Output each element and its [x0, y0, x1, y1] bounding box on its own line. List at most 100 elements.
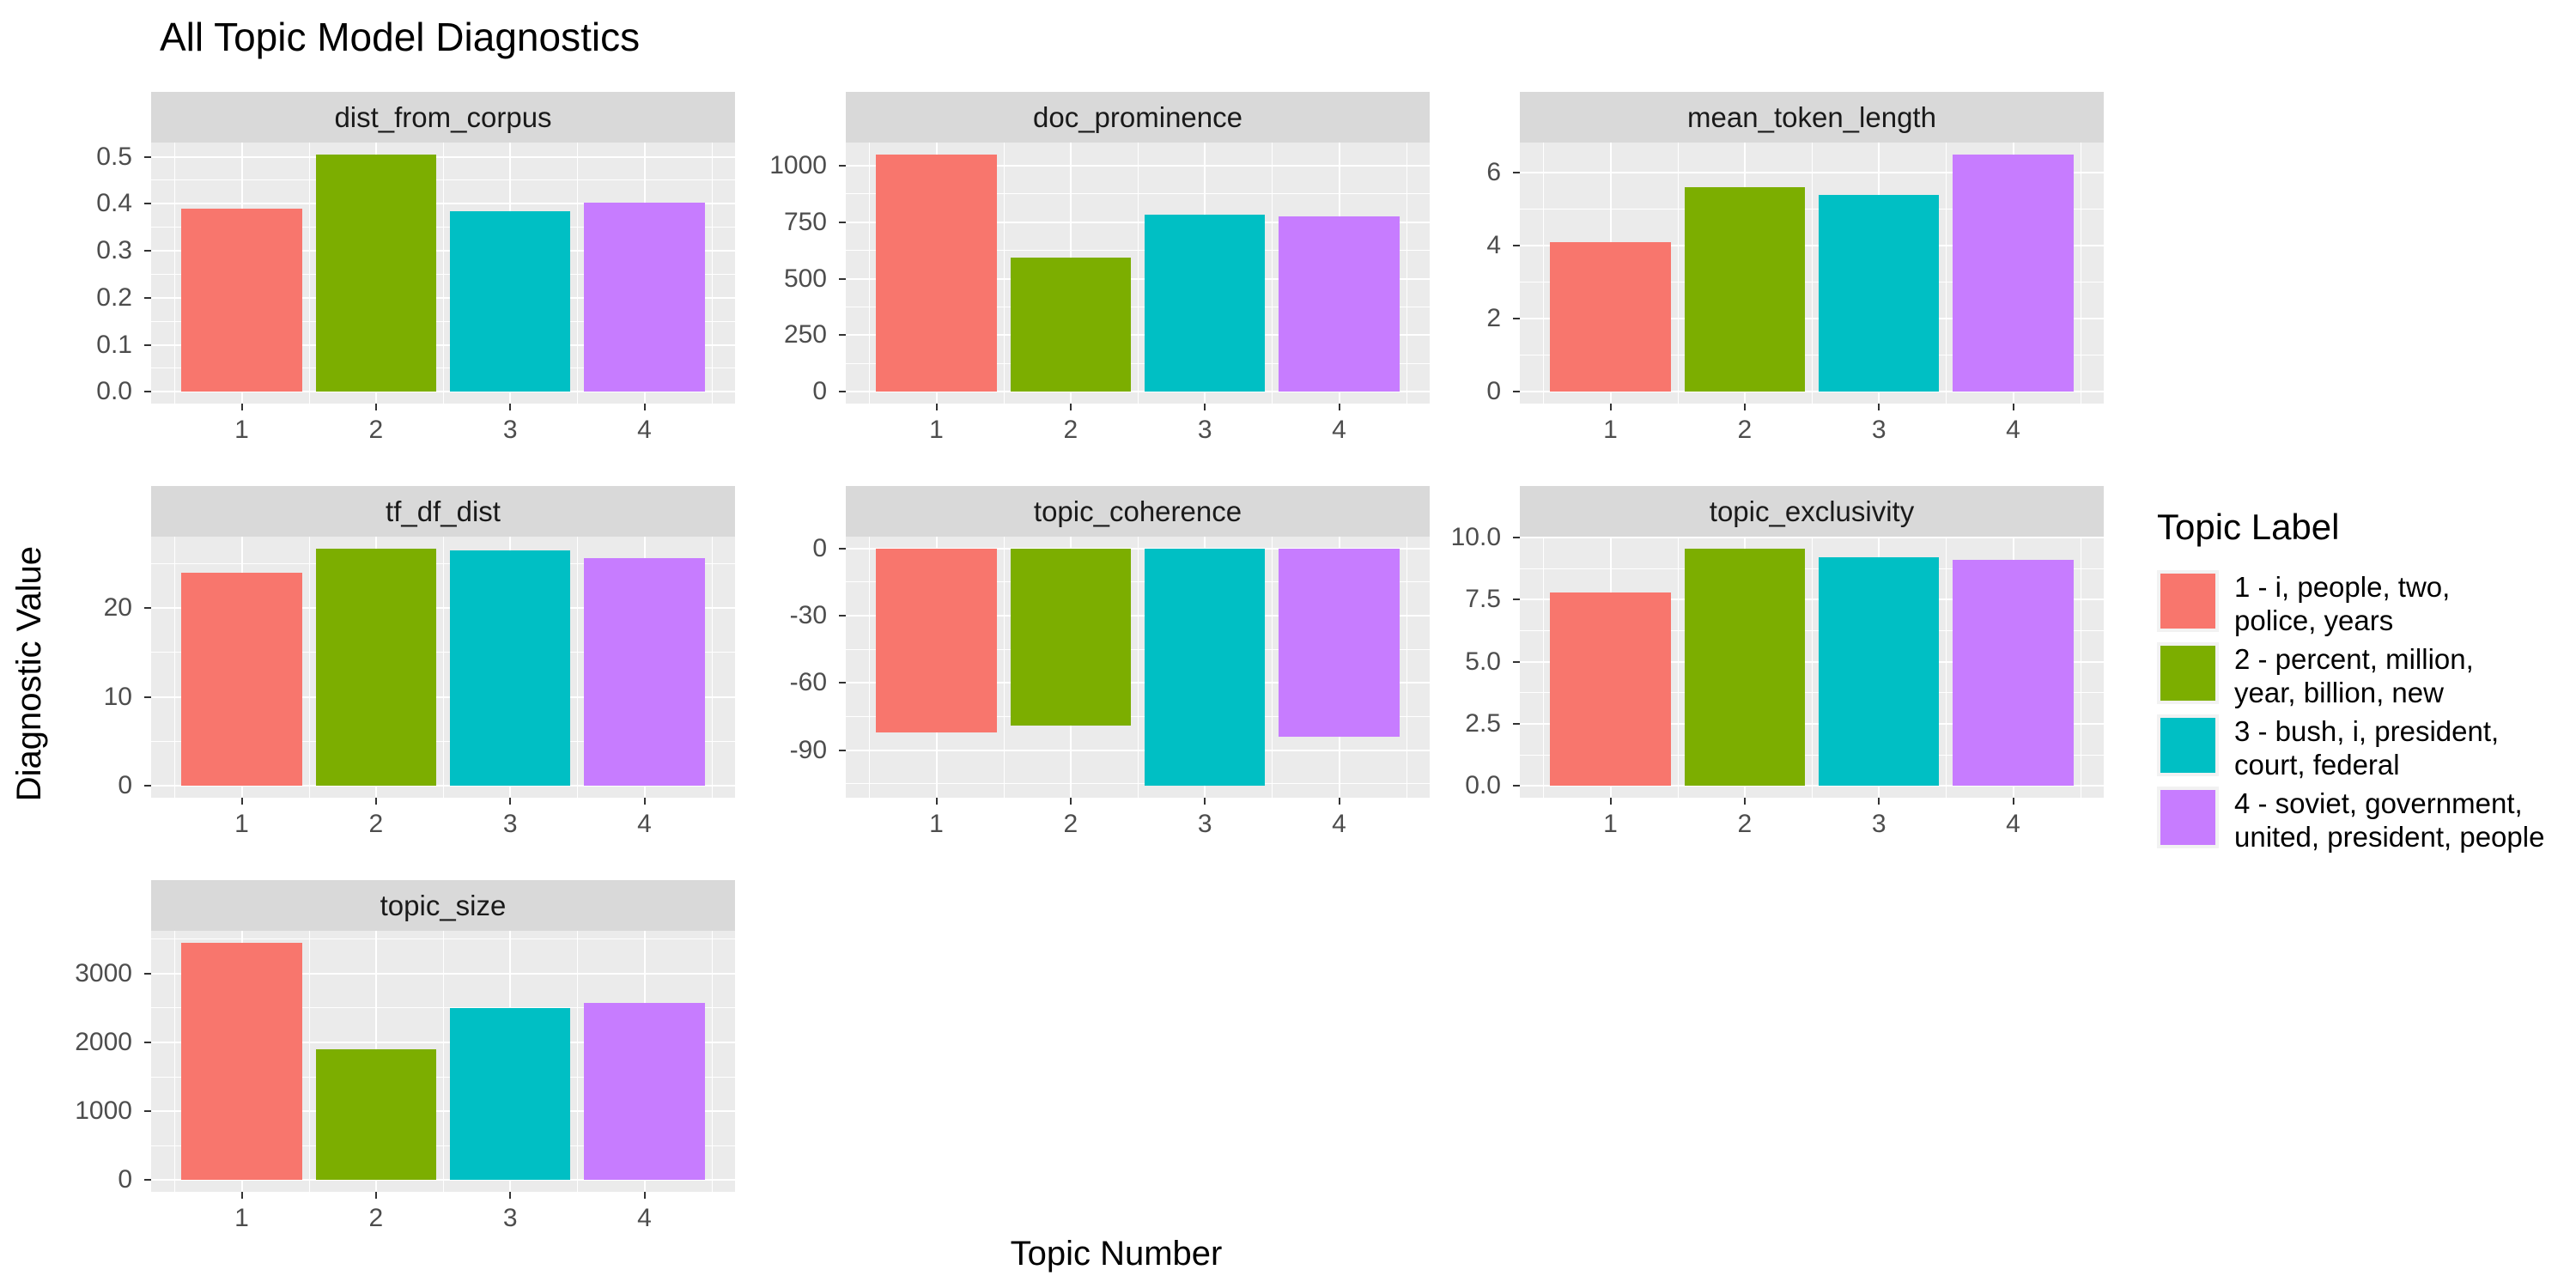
legend-label-line: 3 - bush, i, president,	[2234, 715, 2500, 747]
y-tick-mark	[1513, 536, 1520, 538]
legend-label-line: court, federal	[2234, 749, 2400, 781]
x-tick-label: 3	[1197, 416, 1212, 444]
x-tick-label: 4	[2006, 810, 2020, 838]
bar-topic-3	[449, 210, 571, 392]
x-tick-mark	[240, 798, 243, 805]
legend-label-line: united, president, people	[2234, 821, 2545, 853]
minor-gridline	[1946, 143, 1947, 404]
facet-panel	[151, 537, 735, 798]
facet-strip: dist_from_corpus	[151, 92, 735, 143]
bar-topic-2	[1684, 548, 1806, 787]
x-tick-mark	[1878, 404, 1880, 410]
y-tick-mark	[1513, 172, 1520, 174]
bar-topic-3	[1144, 548, 1266, 787]
facet-strip: doc_prominence	[846, 92, 1430, 143]
facet-topic_coherence: topic_coherence 0 -30 -60 -90 1 2 3 4	[708, 486, 1430, 862]
legend-key	[2157, 570, 2219, 632]
x-tick-mark	[509, 404, 512, 410]
x-tick-label: 1	[1603, 810, 1618, 838]
x-tick-mark	[2012, 404, 2014, 410]
minor-gridline	[1677, 143, 1679, 404]
legend-title: Topic Label	[2157, 507, 2340, 547]
x-tick-mark	[240, 1192, 243, 1199]
y-tick-label: 3000	[75, 958, 132, 987]
facet-strip: topic_size	[151, 880, 735, 931]
minor-gridline	[443, 931, 444, 1192]
x-tick-mark	[1338, 404, 1340, 410]
minor-gridline	[443, 143, 444, 404]
legend-swatch	[2160, 574, 2215, 629]
x-tick-mark	[1743, 798, 1746, 805]
minor-gridline	[1003, 537, 1005, 798]
x-tick-label: 4	[1332, 810, 1346, 838]
bar-topic-3	[1818, 194, 1940, 392]
y-tick-mark	[1513, 785, 1520, 787]
facet-topic_exclusivity: topic_exclusivity 0.0 2.5 5.0 7.5 10.0 1 2 3 4	[1382, 486, 2104, 862]
facet-strip: tf_df_dist	[151, 486, 735, 537]
y-tick-label: 0.0	[96, 377, 132, 406]
x-tick-mark	[643, 404, 646, 410]
x-tick-mark	[1338, 798, 1340, 805]
minor-gridline	[1406, 537, 1407, 798]
y-tick-mark	[144, 391, 151, 393]
y-tick-mark	[144, 155, 151, 158]
legend-label-line: year, billion, new	[2234, 677, 2444, 708]
x-tick-label: 3	[502, 416, 518, 444]
y-tick-label: 0	[812, 377, 827, 406]
x-tick-label: 4	[1332, 416, 1346, 444]
facet-doc_prominence: doc_prominence 0 250 500 750 1000 1 2 3 4	[708, 92, 1430, 468]
minor-gridline	[1272, 537, 1273, 798]
y-tick-label: 2	[1486, 304, 1501, 333]
facet-strip: mean_token_length	[1520, 92, 2104, 143]
legend-item-label: 1 - i, people, two, police, years	[2234, 570, 2450, 637]
minor-gridline	[1812, 537, 1813, 798]
legend-swatch	[2160, 790, 2215, 845]
y-tick-mark	[144, 1042, 151, 1043]
y-tick-label: 0.2	[96, 283, 132, 312]
y-tick-label: 0.1	[96, 330, 132, 359]
legend-items: 1 - i, people, two, police, years 2 - perc…	[2157, 570, 2574, 854]
x-tick-label: 2	[368, 1204, 384, 1232]
y-tick-label: 1000	[75, 1097, 132, 1126]
legend-item-4: 4 - soviet, government, united, president…	[2157, 787, 2574, 854]
x-tick-label: 1	[234, 1204, 249, 1232]
y-tick-mark	[1513, 245, 1520, 247]
chart-title: All Topic Model Diagnostics	[160, 15, 641, 59]
x-tick-label: 4	[637, 810, 652, 838]
y-tick-label: 0	[118, 1165, 132, 1194]
x-tick-mark	[935, 798, 938, 805]
minor-gridline	[577, 143, 579, 404]
x-tick-label: 2	[1737, 416, 1753, 444]
y-tick-mark	[144, 343, 151, 346]
legend-item-1: 1 - i, people, two, police, years	[2157, 570, 2574, 637]
y-tick-mark	[144, 785, 151, 787]
facet-panel	[846, 143, 1430, 404]
x-axis-title: Topic Number	[1010, 1235, 1223, 1273]
x-tick-label: 1	[234, 810, 249, 838]
bar-topic-3	[449, 1007, 571, 1181]
y-tick-label: 250	[783, 320, 827, 349]
y-tick-label: 0	[812, 533, 827, 562]
x-tick-label: 3	[1197, 810, 1212, 838]
facet-topic_size: topic_size 0 1000 2000 3000 1 2 3 4	[14, 880, 735, 1256]
x-tick-mark	[374, 404, 377, 410]
x-tick-label: 2	[1063, 810, 1078, 838]
minor-gridline	[869, 143, 871, 404]
x-tick-mark	[1878, 798, 1880, 805]
bar-topic-2	[1010, 548, 1132, 726]
bar-topic-4	[1279, 548, 1400, 737]
y-tick-mark	[1513, 391, 1520, 393]
y-tick-label: 0.0	[1465, 771, 1501, 800]
legend-swatch	[2160, 718, 2215, 773]
facet-panel	[846, 537, 1430, 798]
bar-topic-1	[181, 942, 302, 1181]
x-tick-mark	[509, 798, 512, 805]
facet-panel	[1520, 537, 2104, 798]
x-tick-mark	[1069, 798, 1072, 805]
x-tick-mark	[374, 1192, 377, 1199]
y-tick-label: 1000	[769, 151, 827, 179]
legend-key	[2157, 714, 2219, 776]
x-tick-label: 2	[1063, 416, 1078, 444]
y-tick-label: 0	[118, 771, 132, 800]
bar-topic-2	[1684, 187, 1806, 392]
